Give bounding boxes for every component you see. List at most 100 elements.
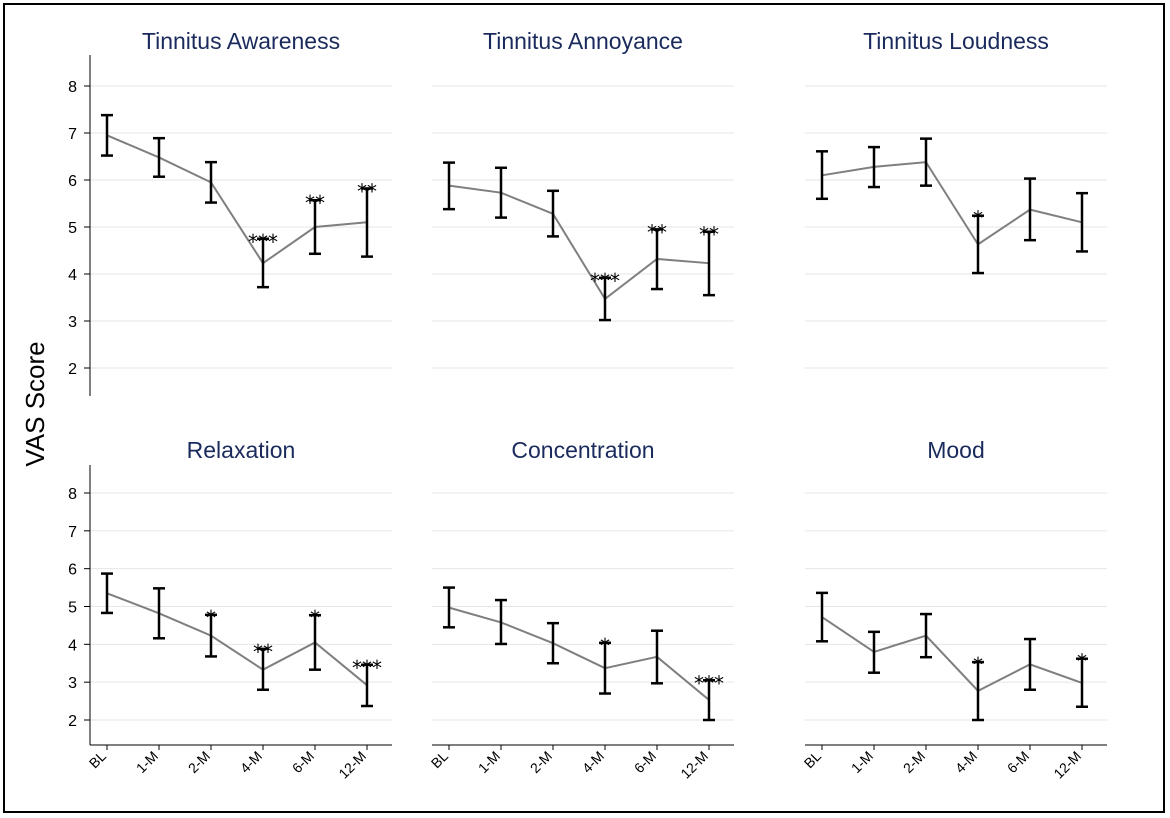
y-tick-label: 7 — [68, 126, 77, 143]
error-bar — [868, 630, 880, 674]
y-tick-label: 5 — [68, 220, 77, 237]
y-tick-label: 8 — [68, 486, 77, 503]
error-bar — [257, 647, 269, 691]
x-tick-label: 2-M — [185, 748, 213, 776]
error-bar — [599, 641, 611, 695]
x-tick-label: 12-M — [677, 748, 711, 782]
y-tick-label: 4 — [68, 267, 77, 284]
x-tick-label: BL — [86, 748, 110, 772]
x-tick-label: 6-M — [631, 748, 659, 776]
panel-title: Concentration — [511, 437, 654, 463]
error-bar — [257, 237, 269, 289]
x-tick-label: 4-M — [237, 748, 265, 776]
significance-label: * — [600, 634, 610, 658]
x-tick-label: 2-M — [527, 748, 555, 776]
x-tick-label: 4-M — [579, 748, 607, 776]
significance-label: ** — [305, 191, 325, 215]
error-bar — [205, 613, 217, 658]
x-tick-label: 2-M — [900, 748, 928, 776]
error-bar — [972, 214, 984, 275]
y-axis-label: VAS Score — [20, 341, 50, 466]
error-bar — [703, 679, 715, 722]
significance-label: *** — [248, 230, 278, 254]
series-line — [821, 161, 1083, 246]
y-tick-label: 2 — [68, 361, 77, 378]
y-tick-label: 3 — [68, 314, 77, 331]
x-tick-label: 6-M — [1004, 748, 1032, 776]
panel-title: Relaxation — [187, 437, 296, 463]
significance-label: * — [206, 606, 216, 630]
significance-label: ** — [357, 179, 377, 203]
significance-label: *** — [590, 269, 620, 293]
y-tick-label: 8 — [68, 79, 77, 96]
error-bar — [920, 612, 932, 659]
error-bar — [1024, 177, 1036, 242]
error-bar — [443, 586, 455, 629]
x-tick-label: 1-M — [848, 748, 876, 776]
error-bar — [153, 136, 165, 178]
significance-label: * — [973, 207, 983, 231]
significance-label: ** — [253, 640, 273, 664]
significance-label: ** — [699, 223, 719, 247]
panel-title: Tinnitus Loudness — [863, 28, 1049, 54]
error-bar — [101, 572, 113, 615]
y-tick-label: 3 — [68, 675, 77, 692]
panel-title: Mood — [927, 437, 985, 463]
error-bar — [101, 113, 113, 157]
series-line — [106, 592, 368, 686]
error-bar — [495, 166, 507, 219]
error-bar — [1024, 637, 1036, 691]
series-line — [821, 616, 1083, 693]
series-line — [106, 134, 368, 265]
x-tick-label: 1-M — [133, 748, 161, 776]
significance-label: * — [310, 606, 320, 630]
x-tick-label: BL — [428, 748, 452, 772]
x-tick-label: 6-M — [289, 748, 317, 776]
figure-frame — [3, 3, 1165, 813]
error-bar — [651, 629, 663, 685]
y-tick-label: 6 — [68, 173, 77, 190]
error-bar — [651, 228, 663, 291]
x-tick-label: 12-M — [335, 748, 369, 782]
x-tick-label: 1-M — [475, 748, 503, 776]
y-tick-label: 7 — [68, 524, 77, 541]
error-bar — [816, 150, 828, 201]
error-bar — [495, 598, 507, 646]
x-tick-label: 4-M — [952, 748, 980, 776]
panel-tinnitus-annoyance: Tinnitus Annoyance***** ** — [432, 28, 734, 369]
y-tick-label: 2 — [68, 713, 77, 730]
error-bar — [599, 276, 611, 322]
error-bar — [868, 145, 880, 189]
error-bar — [972, 660, 984, 722]
series-line — [448, 184, 710, 301]
error-bar — [816, 591, 828, 643]
error-bar — [153, 587, 165, 640]
panel-tinnitus-loudness: Tinnitus Loudness * — [805, 28, 1107, 369]
significance-label: * — [1077, 650, 1087, 674]
panel-title: Tinnitus Awareness — [142, 28, 340, 54]
x-tick-label: 12-M — [1050, 748, 1084, 782]
series-line — [448, 606, 710, 701]
y-tick-label: 4 — [68, 637, 77, 654]
error-bar — [443, 161, 455, 211]
panel-title: Tinnitus Annoyance — [483, 28, 683, 54]
error-bar — [309, 198, 321, 256]
error-bar — [703, 230, 715, 297]
significance-label: * — [973, 653, 983, 677]
x-tick-label: BL — [801, 748, 825, 772]
significance-label: ** — [647, 220, 667, 244]
error-bar — [1076, 191, 1088, 253]
error-bar — [920, 137, 932, 187]
error-bar — [309, 613, 321, 671]
error-bar — [361, 663, 373, 708]
error-bar — [547, 189, 559, 238]
error-bar — [547, 621, 559, 665]
error-bar — [361, 187, 373, 258]
error-bar — [205, 160, 217, 204]
significance-label: *** — [352, 656, 382, 680]
y-tick-label: 5 — [68, 600, 77, 617]
